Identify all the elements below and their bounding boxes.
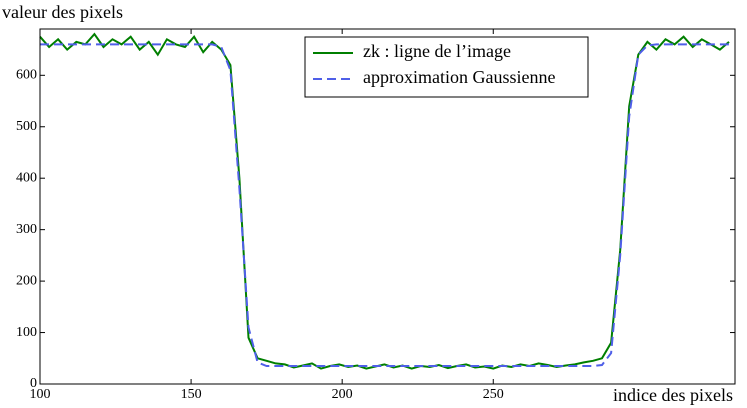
x-label-bg xyxy=(588,386,738,406)
x-tick-label: 150 xyxy=(181,387,202,402)
y-tick-label: 0 xyxy=(30,376,37,391)
x-tick-label: 250 xyxy=(483,387,504,402)
x-tick-label: 200 xyxy=(332,387,353,402)
plot-frame xyxy=(39,28,736,385)
legend-label: zk : ligne de l’image xyxy=(363,41,511,61)
x-tick-label: 100 xyxy=(30,387,51,402)
legend-box xyxy=(304,36,589,98)
y-tick-label: 100 xyxy=(16,325,37,340)
series-line xyxy=(40,43,729,367)
y-tick-label: 500 xyxy=(16,119,37,134)
y-tick-label: 200 xyxy=(16,273,37,288)
y-axis-label: valeur des pixels xyxy=(2,2,123,22)
y-tick-label: 300 xyxy=(16,222,37,237)
y-tick-label: 600 xyxy=(16,68,37,83)
x-axis-label: indice des pixels xyxy=(613,385,733,405)
y-tick-label: 400 xyxy=(16,170,37,185)
legend-label: approximation Gaussienne xyxy=(363,67,555,87)
